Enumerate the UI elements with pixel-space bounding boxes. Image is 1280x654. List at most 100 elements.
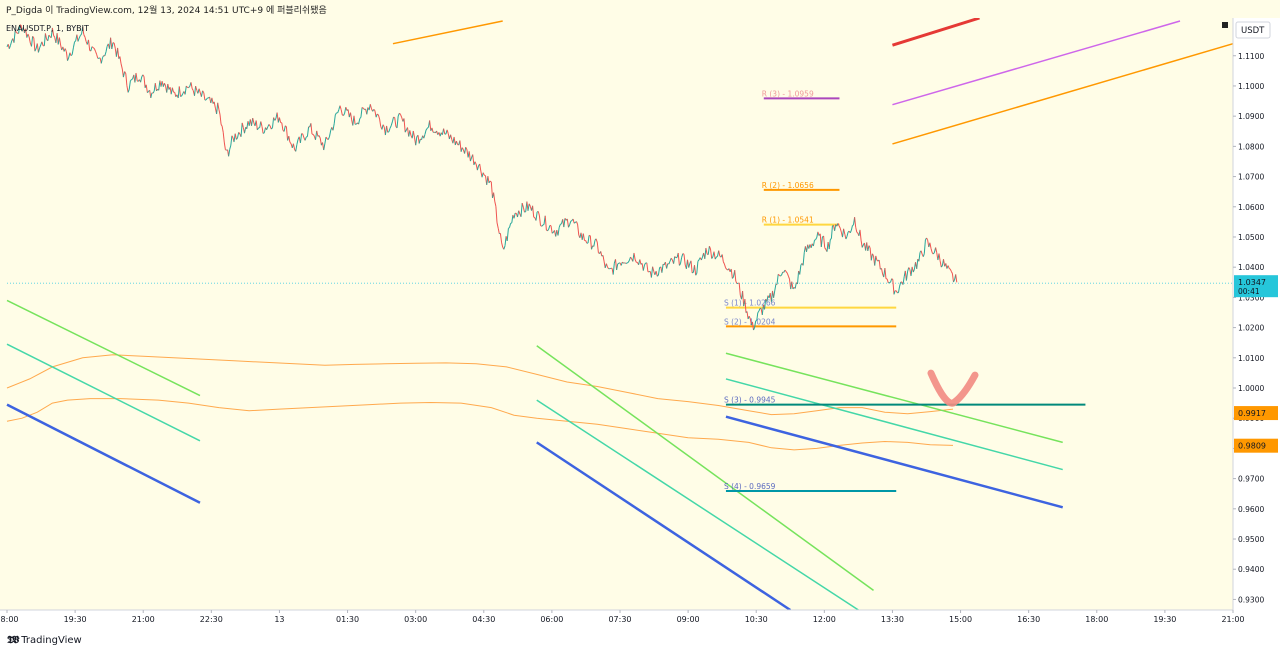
price-candle — [715, 255, 718, 258]
x-tick-label: 19:30 — [1153, 615, 1176, 624]
price-candle — [219, 114, 222, 125]
price-candle — [926, 237, 929, 241]
price-candle — [876, 259, 879, 262]
price-candle — [125, 73, 128, 86]
price-candle — [730, 268, 733, 279]
price-candle — [646, 262, 649, 272]
price-candle — [325, 136, 328, 140]
price-axis-background — [1233, 18, 1280, 630]
price-candle — [126, 85, 129, 93]
y-tick-label: 1.0200 — [1238, 324, 1264, 333]
price-candle — [650, 266, 654, 278]
price-candle — [955, 274, 958, 283]
price-candle — [113, 42, 116, 49]
price-candle — [869, 247, 872, 261]
price-candle — [323, 143, 326, 151]
price-candle — [258, 127, 260, 129]
price-candle — [764, 299, 767, 310]
trend-line — [6, 343, 201, 442]
price-candle — [83, 34, 86, 38]
price-candle — [600, 251, 603, 257]
price-candle — [521, 202, 524, 208]
price-candle — [938, 253, 941, 261]
price-candle — [28, 36, 31, 44]
price-candle — [494, 201, 497, 207]
price-candle — [633, 252, 636, 260]
price-axis: USDT 1.1100 1.1000 1.0900 1.0800 1.0700 1.0600… — [1232, 18, 1280, 630]
price-candle — [223, 142, 226, 150]
price-candle — [533, 216, 536, 219]
price-candle — [705, 247, 708, 254]
price-candle — [828, 239, 831, 250]
price-candle — [111, 42, 114, 50]
price-candle — [76, 34, 79, 42]
price-candle — [359, 116, 362, 119]
publish-header: P_Digda 이 TradingView.com, 12월 13, 2024 … — [0, 0, 1280, 18]
price-candle — [949, 268, 952, 272]
price-tag-label: 0.9809 — [1238, 442, 1266, 451]
pivot-level-label: S (3) - 0.9945 — [724, 396, 776, 405]
y-tick-label: 1.0400 — [1238, 263, 1264, 272]
price-candle — [695, 273, 698, 276]
price-candle — [754, 320, 757, 328]
price-candle — [345, 107, 348, 111]
price-candle — [288, 136, 291, 143]
tradingview-logo[interactable]: 𝕿𝖁 TradingView — [7, 635, 82, 646]
countdown-label: 00:41 — [1238, 287, 1260, 296]
x-tick-label: 03:00 — [404, 615, 427, 624]
price-candle — [343, 113, 346, 116]
price-candle — [358, 118, 361, 125]
price-candle — [415, 136, 418, 146]
price-candle — [697, 259, 700, 262]
price-candle — [82, 26, 85, 35]
price-candle — [639, 259, 642, 265]
price-candle — [642, 264, 645, 271]
price-candle — [510, 222, 513, 224]
price-chart[interactable]: R (3) - 1.0959 R (2) - 1.0656 R (1) - 1.05… — [0, 18, 1280, 630]
price-candle — [839, 227, 842, 233]
price-candle — [704, 247, 707, 259]
price-candle — [535, 211, 538, 221]
price-candle — [867, 245, 870, 252]
y-tick-label: 0.9700 — [1238, 475, 1264, 484]
price-candle — [950, 271, 953, 274]
price-candle — [381, 124, 384, 130]
price-candle — [541, 224, 544, 227]
price-candle — [315, 130, 318, 140]
price-candle — [551, 232, 554, 234]
price-candle — [522, 207, 525, 213]
price-candle — [396, 115, 399, 129]
price-candle — [390, 121, 393, 126]
pivot-level-label: R (3) - 1.0959 — [762, 89, 814, 98]
price-candle — [152, 90, 155, 94]
price-candle — [274, 117, 277, 121]
price-candle — [403, 118, 406, 133]
y-tick-label: 0.9400 — [1238, 565, 1264, 574]
price-candle — [342, 114, 344, 116]
price-candle — [222, 132, 225, 143]
price-candle — [244, 127, 247, 134]
price-candle — [837, 223, 840, 227]
price-candle — [412, 130, 415, 138]
x-tick-label: 19:30 — [64, 615, 87, 624]
pivot-level-label: R (2) - 1.0656 — [762, 181, 814, 190]
trend-line — [536, 399, 859, 611]
chart-area[interactable]: R (3) - 1.0959 R (2) - 1.0656 R (1) - 1.05… — [0, 18, 1280, 630]
price-candle — [935, 247, 938, 253]
price-candle — [753, 327, 756, 331]
price-candle — [285, 126, 289, 141]
price-candle — [582, 233, 585, 241]
y-tick-label: 1.1000 — [1238, 82, 1264, 91]
price-candle — [537, 211, 540, 216]
price-candle — [302, 133, 305, 138]
price-candle — [464, 147, 467, 154]
price-candle — [744, 298, 747, 313]
brand-text: TradingView — [21, 635, 82, 646]
price-candle — [593, 240, 596, 247]
price-candle — [299, 133, 303, 143]
y-tick-label: 1.0000 — [1238, 384, 1264, 393]
price-candle — [799, 264, 802, 275]
x-tick-label: 15:00 — [949, 615, 972, 624]
price-candle — [47, 35, 50, 41]
price-candle — [657, 267, 661, 276]
